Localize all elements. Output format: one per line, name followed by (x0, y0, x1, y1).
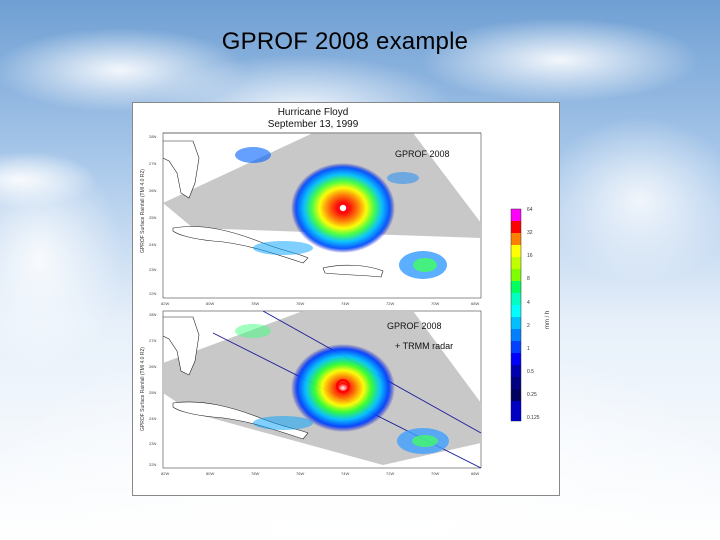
bottom-xtick: 70W (431, 471, 440, 476)
colorbar-tick: 8 (527, 276, 530, 282)
top-ytick: 24N (149, 242, 157, 247)
bottom-cuba (172, 401, 309, 440)
bottom-xtick: 80W (206, 471, 215, 476)
colorbar-tick: 0.25 (527, 392, 537, 398)
top-cuba (172, 226, 309, 264)
maps-svg (162, 132, 522, 469)
rainfall-figure: Hurricane Floyd September 13, 1999 (132, 102, 560, 496)
bottom-ytick: 22N (149, 462, 157, 467)
bottom-panel-label-line-1: GPROF 2008 (387, 321, 442, 331)
top-hispaniola (322, 264, 384, 278)
bottom-ytick: 25N (149, 390, 157, 395)
top-xtick: 72W (386, 301, 395, 306)
top-xtick: 80W (206, 301, 215, 306)
top-ytick: 27N (149, 161, 157, 166)
figure-title: Hurricane Floyd September 13, 1999 (253, 107, 373, 131)
bottom-xtick: 82W (161, 471, 170, 476)
bottom-ytick: 23N (149, 441, 157, 446)
top-ytick: 28N (149, 134, 157, 139)
colorbar-tick: 32 (527, 230, 533, 236)
bottom-map-panel (162, 310, 482, 469)
top-rainband-nw (235, 147, 271, 163)
colorbar-tick: 4 (527, 300, 530, 306)
colorbar (510, 208, 522, 422)
top-panel-label: GPROF 2008 (395, 149, 450, 159)
slide-title: GPROF 2008 example (221, 28, 469, 55)
top-xtick: 78W (251, 301, 260, 306)
bottom-xtick: 78W (251, 471, 260, 476)
bottom-ytick: 27N (149, 338, 157, 343)
bottom-xtick: 74W (341, 471, 350, 476)
top-map-panel (162, 132, 482, 299)
top-xtick: 68W (471, 301, 480, 306)
top-rainband-sw (253, 241, 313, 255)
top-ytick: 26N (149, 188, 157, 193)
bottom-florida (163, 316, 200, 376)
bottom-xtick: 68W (471, 471, 480, 476)
bottom-panel-ylabel: GPROF Surface Rainfall (TMI 4.0 R2) (140, 347, 146, 431)
colorbar-tick: 64 (527, 207, 533, 213)
bottom-storm-core (291, 344, 395, 432)
bottom-xtick: 76W (296, 471, 305, 476)
figure-title-line-2: September 13, 1999 (267, 119, 359, 130)
bottom-ytick: 24N (149, 416, 157, 421)
bottom-rainband-sw (253, 416, 313, 430)
top-xtick: 76W (296, 301, 305, 306)
top-ytick: 25N (149, 215, 157, 220)
top-xtick: 74W (341, 301, 350, 306)
colorbar-tick: 2 (527, 323, 530, 329)
top-ytick: 23N (149, 267, 157, 272)
top-xtick: 82W (161, 301, 170, 306)
bottom-panel-label-line-2: + TRMM radar (395, 341, 454, 351)
bottom-rainband-nw (235, 324, 271, 338)
colorbar-unit: mm / h (545, 310, 551, 329)
top-storm-eye (338, 203, 348, 213)
bottom-ytick: 26N (149, 364, 157, 369)
colorbar-tick: 16 (527, 253, 533, 259)
colorbar-tick: 0.125 (527, 415, 540, 421)
bottom-xtick: 72W (386, 471, 395, 476)
top-xtick: 70W (431, 301, 440, 306)
top-ytick: 22N (149, 291, 157, 296)
figure-title-line-1: Hurricane Floyd (277, 107, 349, 118)
colorbar-tick: 0.5 (527, 369, 534, 375)
top-florida (163, 140, 200, 199)
colorbar-tick: 1 (527, 346, 530, 352)
bottom-ytick: 28N (149, 312, 157, 317)
top-panel-ylabel: GPROF Surface Rainfall (TMI 4.0 R2) (140, 169, 146, 253)
bottom-storm-eye (336, 379, 350, 393)
